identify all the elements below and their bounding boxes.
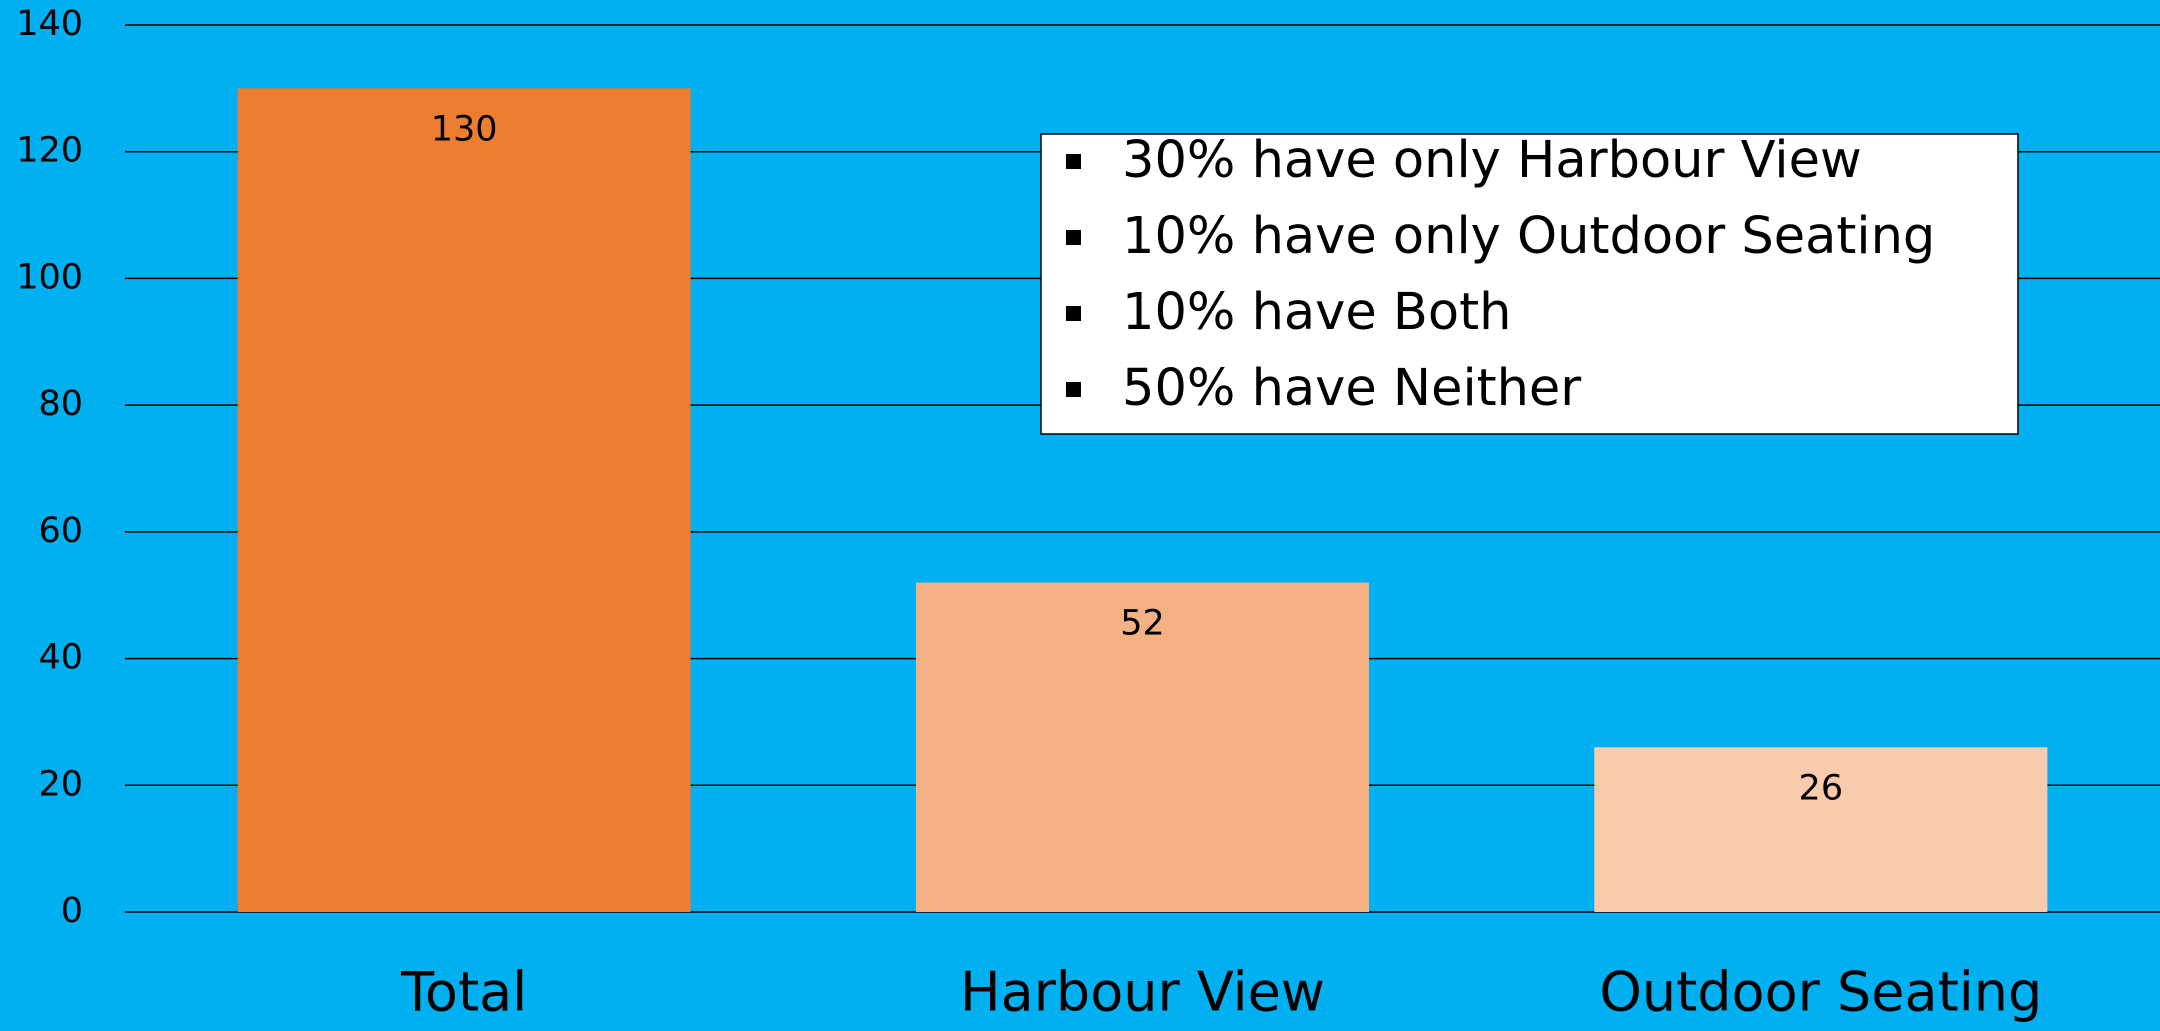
annotation-text: 10% have Both bbox=[1122, 283, 1511, 342]
bar bbox=[1594, 747, 2048, 912]
bar bbox=[915, 582, 1370, 912]
x-tick-label: Harbour View bbox=[960, 961, 1325, 1024]
y-tick-label: 80 bbox=[38, 384, 83, 424]
data-label: 52 bbox=[1120, 604, 1165, 644]
bullet bbox=[1066, 382, 1081, 397]
data-label: 130 bbox=[431, 109, 498, 149]
y-tick-label: 0 bbox=[61, 891, 83, 931]
annotation-box bbox=[1040, 133, 2019, 435]
x-tick-label: Total bbox=[400, 961, 527, 1024]
annotation-text: 50% have Neither bbox=[1122, 359, 1581, 418]
bullet bbox=[1066, 306, 1081, 321]
y-tick-label: 100 bbox=[16, 257, 83, 297]
data-label: 26 bbox=[1799, 768, 1844, 808]
annotation-text: 10% have only Outdoor Seating bbox=[1122, 207, 1935, 266]
x-tick-label: Outdoor Seating bbox=[1599, 961, 2042, 1024]
y-tick-label: 120 bbox=[16, 131, 83, 171]
bullet bbox=[1066, 154, 1081, 169]
y-tick-label: 40 bbox=[38, 638, 83, 678]
bar bbox=[237, 88, 691, 913]
y-tick-label: 20 bbox=[38, 764, 83, 804]
annotation-text: 30% have only Harbour View bbox=[1122, 131, 1862, 190]
y-tick-label: 60 bbox=[38, 511, 83, 551]
y-tick-label: 140 bbox=[16, 4, 83, 44]
bullet bbox=[1066, 230, 1081, 245]
